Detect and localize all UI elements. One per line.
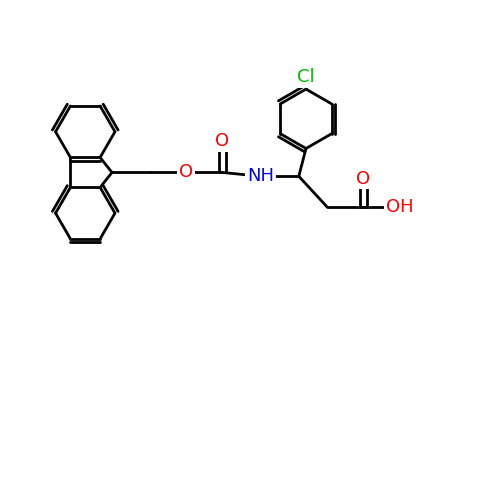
Text: Cl: Cl — [297, 68, 315, 86]
Text: O: O — [215, 132, 229, 150]
Text: OH: OH — [386, 198, 413, 217]
Text: NH: NH — [247, 167, 274, 185]
Text: O: O — [356, 170, 371, 188]
Text: O: O — [179, 163, 194, 182]
